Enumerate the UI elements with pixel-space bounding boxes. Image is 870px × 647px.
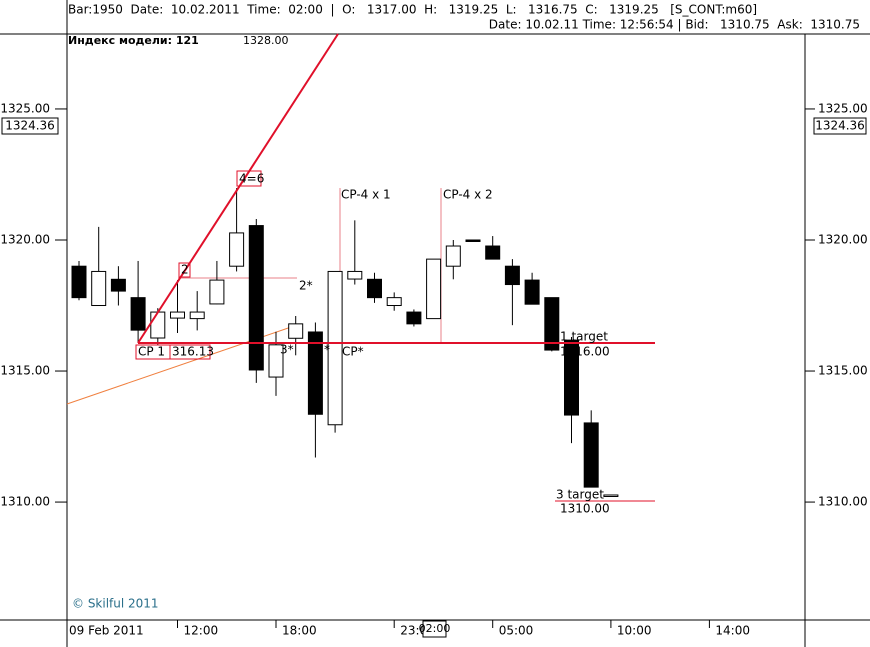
candle-body bbox=[209, 279, 225, 305]
annotation: 1 target bbox=[560, 330, 608, 344]
candle-body bbox=[268, 344, 284, 378]
candle-body bbox=[130, 297, 146, 331]
label-box bbox=[178, 262, 191, 278]
candle-body bbox=[367, 278, 382, 299]
candle-body bbox=[110, 278, 126, 292]
cursor-box bbox=[1, 117, 59, 135]
x-tick-label: 12:00 bbox=[184, 624, 219, 638]
candle-body bbox=[307, 331, 323, 415]
header-line1: Bar:1950 Date: 10.02.2011 Time: 02:00 | … bbox=[68, 3, 757, 17]
cursor-price: 1324.36 bbox=[815, 119, 865, 133]
candle-body bbox=[150, 311, 166, 339]
cursor-box bbox=[422, 620, 447, 638]
candle-body bbox=[71, 265, 87, 299]
candle-body bbox=[603, 494, 619, 497]
candle-body bbox=[544, 297, 560, 351]
annotation: 1316.00 bbox=[560, 345, 610, 359]
y-tick-label: 1310.00 bbox=[0, 495, 50, 509]
annotation: 316.13 bbox=[172, 345, 214, 359]
cursor-price: 1324.36 bbox=[5, 119, 55, 133]
header-line2: Date: 10.02.11 Time: 12:56:54 | Bid: 131… bbox=[489, 18, 860, 32]
candle-body bbox=[91, 270, 107, 307]
annotation: * bbox=[324, 343, 330, 357]
candle-body bbox=[406, 311, 422, 325]
annotation: CP-4 x 2 bbox=[443, 188, 493, 202]
annotation: 3* bbox=[280, 343, 294, 357]
candle-body bbox=[524, 279, 540, 305]
candles bbox=[71, 188, 619, 497]
label-box bbox=[236, 170, 262, 187]
x-tick-label: 14:00 bbox=[715, 624, 750, 638]
candle-body bbox=[248, 225, 264, 371]
x-tick-label: 05:00 bbox=[499, 624, 534, 638]
y-tick-label: 1325.00 bbox=[818, 101, 868, 115]
candle-body bbox=[170, 311, 185, 319]
label-box bbox=[169, 344, 211, 360]
y-tick-label: 1320.00 bbox=[818, 232, 868, 246]
annotation: CP-4 x 1 bbox=[341, 188, 391, 202]
candle-body bbox=[288, 323, 304, 339]
y-tick-label: 1320.00 bbox=[0, 232, 50, 246]
annotation: 1310.00 bbox=[560, 502, 610, 516]
y-tick-label: 1310.00 bbox=[818, 495, 868, 509]
annotation: 1328.00 bbox=[243, 34, 289, 47]
candle-body bbox=[583, 422, 599, 488]
annotation: CP 1 bbox=[138, 345, 165, 359]
candle-body bbox=[327, 270, 343, 426]
y-tick-label: 1325.00 bbox=[0, 101, 50, 115]
candle-body bbox=[386, 297, 402, 307]
cursor-time: 02:00 bbox=[419, 622, 451, 635]
candle-body bbox=[445, 245, 461, 267]
candle-body bbox=[426, 258, 442, 320]
candle-body bbox=[465, 239, 481, 242]
annotation: CP* bbox=[342, 345, 364, 359]
annotation: 4=6 bbox=[239, 172, 264, 186]
x-tick-label: 18:00 bbox=[282, 624, 317, 638]
annotation: Индекс модели: 121 bbox=[68, 34, 199, 47]
candle-body bbox=[229, 232, 245, 267]
cursor-box bbox=[813, 117, 867, 135]
candle-body bbox=[189, 311, 205, 320]
x-tick-label: 10:00 bbox=[617, 624, 652, 638]
candle-body bbox=[347, 270, 363, 280]
y-tick-label: 1315.00 bbox=[818, 364, 868, 378]
annotation: 2* bbox=[299, 279, 313, 293]
candle-body bbox=[504, 265, 520, 286]
candle-body bbox=[564, 339, 579, 416]
annotation: © Skilful 2011 bbox=[72, 597, 159, 611]
candle-body bbox=[485, 245, 501, 260]
y-tick-label: 1315.00 bbox=[0, 364, 50, 378]
x-tick-label: 09 Feb 2011 bbox=[69, 624, 144, 638]
annotation: 3 target bbox=[556, 488, 604, 502]
annotation: 2 bbox=[181, 263, 189, 277]
trend-line bbox=[137, 33, 339, 344]
